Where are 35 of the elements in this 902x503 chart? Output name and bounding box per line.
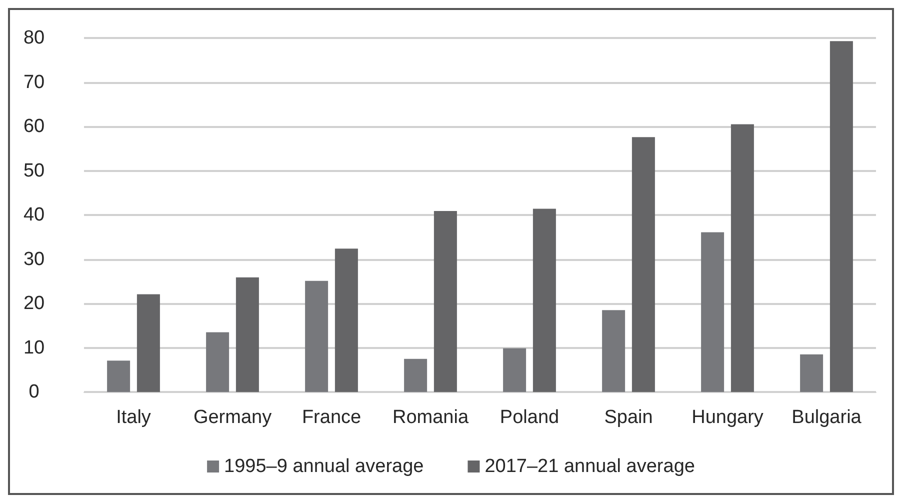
bar (206, 332, 230, 392)
y-tick-label: 80 (23, 28, 45, 48)
x-tick-label: Hungary (692, 407, 764, 428)
x-tick-label: Romania (392, 407, 469, 428)
legend-label: 1995–9 annual average (224, 456, 424, 477)
bar (532, 208, 556, 392)
bar (107, 360, 130, 392)
x-tick-label: Germany (193, 407, 272, 428)
bar (800, 354, 824, 392)
bar (701, 232, 724, 392)
y-tick-label: 10 (23, 337, 45, 358)
y-tick-label: 30 (23, 248, 45, 270)
bar (730, 124, 754, 392)
y-tick-label: 50 (23, 160, 45, 182)
y-tick-label: 40 (23, 204, 45, 226)
y-tick-label: 0 (28, 382, 40, 402)
x-tick-label: Poland (500, 407, 560, 428)
x-tick-label: Italy (116, 407, 152, 428)
bar (602, 310, 626, 392)
bar (434, 211, 457, 392)
x-tick-label: France (302, 407, 362, 428)
bar (632, 137, 655, 392)
y-tick-label: 70 (23, 72, 45, 93)
y-tick-label: 20 (23, 293, 45, 314)
bar (305, 280, 328, 392)
bar (236, 277, 259, 392)
bar (334, 248, 358, 392)
bar (136, 294, 160, 392)
bar (503, 348, 526, 392)
y-tick-label: 60 (23, 116, 45, 137)
x-tick-label: Bulgaria (792, 407, 862, 428)
legend-label: 2017–21 annual average (484, 456, 695, 477)
bar (830, 41, 853, 392)
x-tick-label: Spain (604, 407, 653, 428)
bar (404, 358, 428, 392)
